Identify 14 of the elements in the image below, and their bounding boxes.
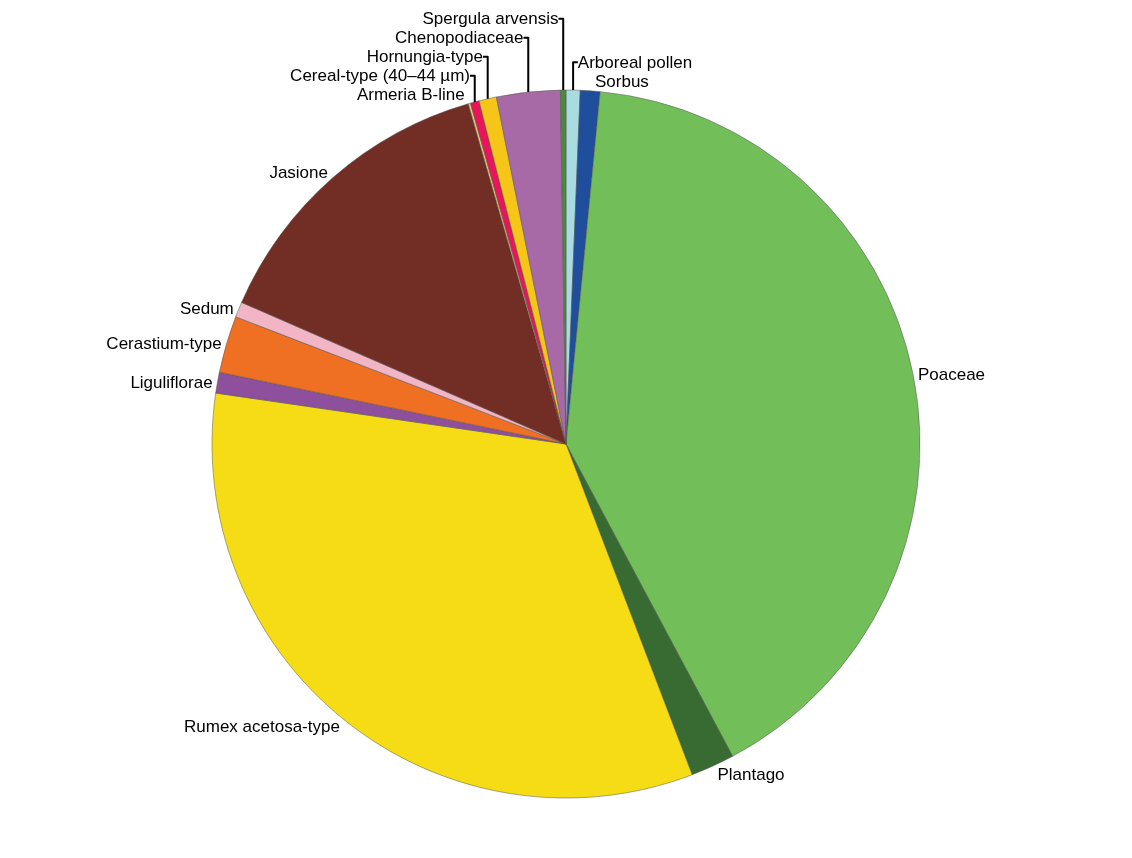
- slice-label: Chenopodiaceae: [394, 28, 524, 48]
- slice-label: Hornungia-type: [366, 47, 483, 67]
- slice-label: Poaceae: [917, 364, 986, 384]
- slice-label: Sorbus: [594, 71, 649, 91]
- slice-label: Cerastium-type: [106, 333, 222, 353]
- slice-label: Liguliflorae: [130, 372, 213, 392]
- slice-label: Rumex acetosa-type: [184, 716, 340, 736]
- slice-label: Jasione: [269, 162, 328, 182]
- slice-label: Arboreal pollen: [577, 52, 693, 72]
- slice-label: Plantago: [717, 764, 785, 784]
- slice-label: Armeria B-line: [356, 85, 465, 105]
- slice-label: Sedum: [179, 298, 234, 318]
- slice-label: Spergula arvensis: [422, 9, 559, 29]
- slice-label: Cereal-type (40–44 µm): [290, 66, 470, 86]
